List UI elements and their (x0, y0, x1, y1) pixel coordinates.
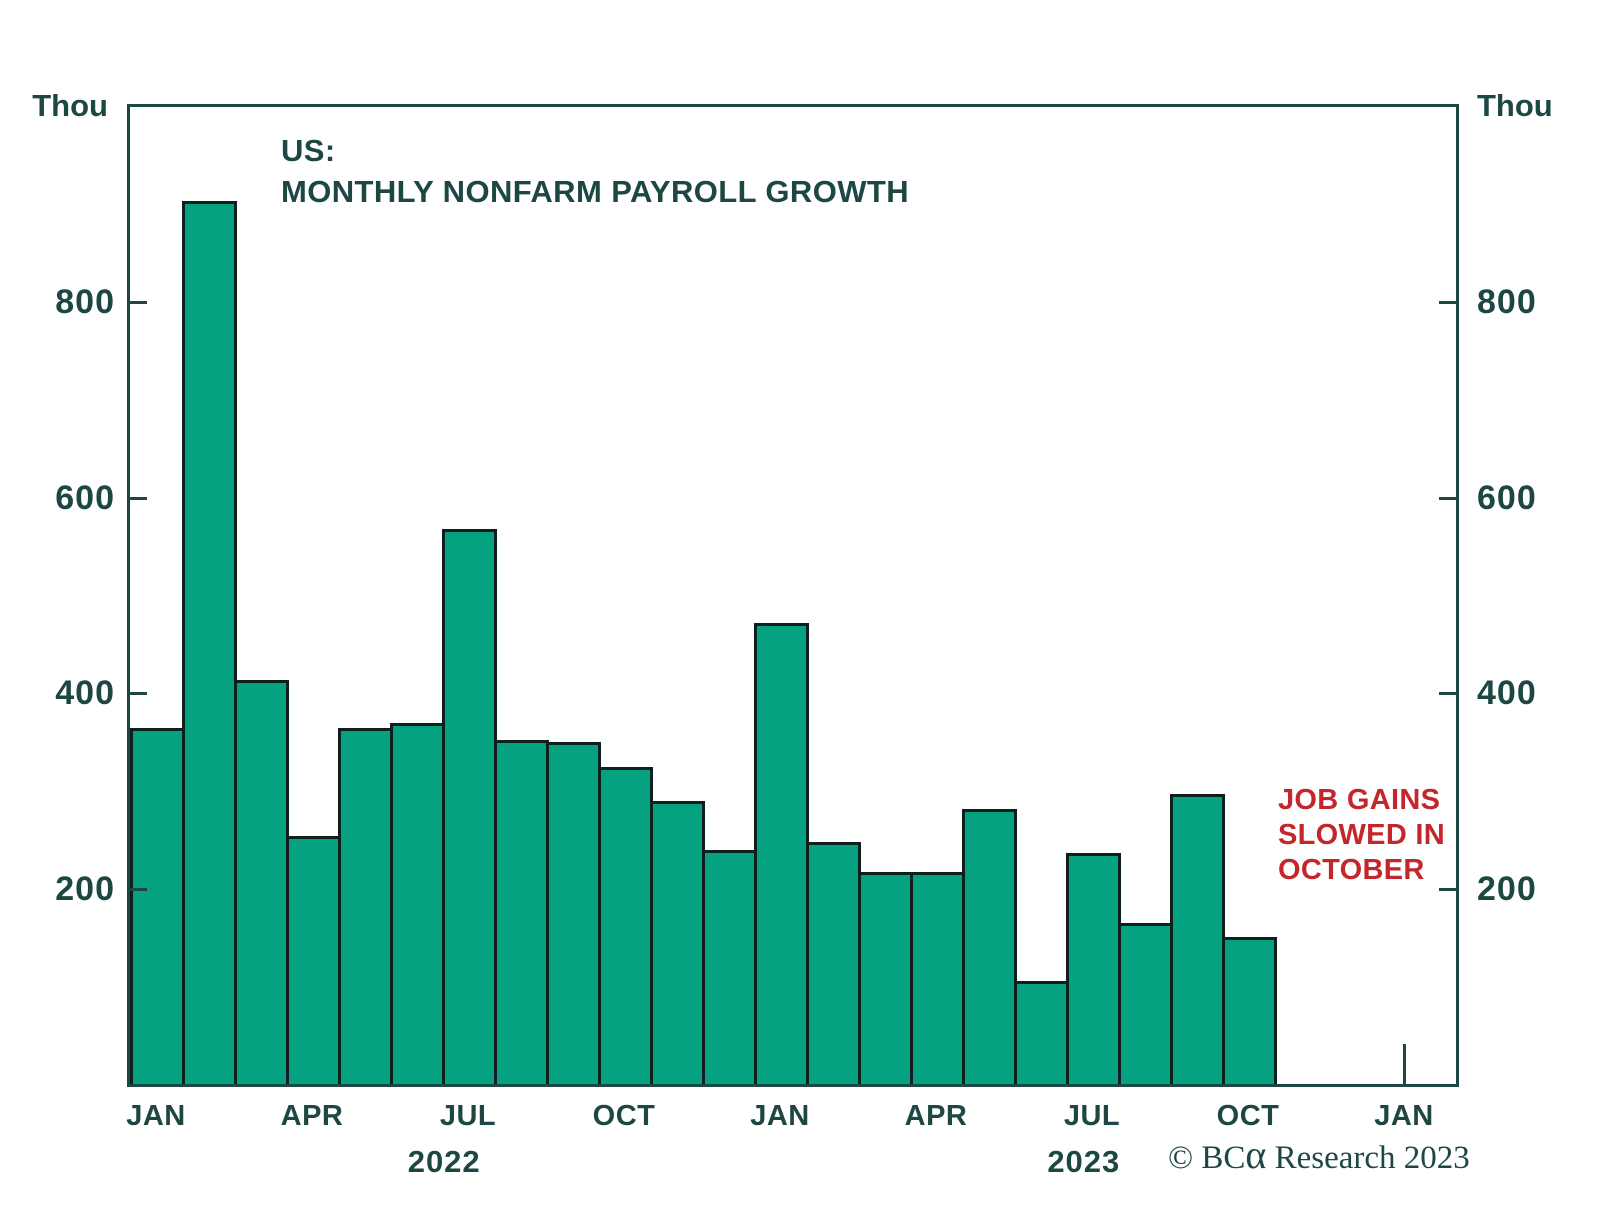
bar-aug-2022 (494, 740, 549, 1084)
bar-oct-2023 (1222, 937, 1277, 1084)
y-tick-label-left: 400 (55, 674, 115, 713)
bar-jun-2022 (390, 723, 445, 1084)
x-tick-label-jan: JAN (750, 1100, 810, 1132)
y-tick-right (1439, 496, 1456, 500)
copyright-year: 2023 (1395, 1140, 1470, 1176)
x-tick-label-oct: OCT (1216, 1100, 1280, 1132)
bar-may-2022 (338, 728, 393, 1084)
bar-jan-2023 (754, 623, 809, 1084)
x-tick-label-apr: APR (280, 1100, 344, 1132)
bar-mar-2023 (858, 872, 913, 1084)
annotation-line2: SLOWED IN (1278, 819, 1446, 851)
x-tick-label-jan: JAN (1374, 1100, 1434, 1132)
y-tick-right (1439, 887, 1456, 891)
x-tick-label-oct: OCT (592, 1100, 656, 1132)
bar-apr-2022 (286, 836, 341, 1084)
bar-may-2023 (962, 809, 1017, 1084)
bar-sep-2022 (546, 742, 601, 1084)
annotation-line3: OCTOBER (1278, 854, 1425, 886)
brand-name: BC (1201, 1140, 1246, 1176)
bar-nov-2022 (650, 801, 705, 1084)
y-tick-right (1439, 692, 1456, 696)
y-tick-label-left: 800 (55, 283, 115, 322)
bar-feb-2022 (182, 201, 237, 1084)
y-tick-label-right: 200 (1477, 869, 1537, 908)
y-tick-left (130, 692, 147, 696)
y-tick-right (1439, 301, 1456, 305)
y-axis-unit-label-left: Thou (32, 88, 108, 123)
y-tick-label-right: 400 (1477, 674, 1537, 713)
bar-mar-2022 (234, 680, 289, 1084)
copyright-symbol: © (1168, 1140, 1202, 1176)
y-tick-label-left: 200 (55, 869, 115, 908)
brand-alpha-glyph: α (1245, 1132, 1267, 1177)
x-tick-label-jan: JAN (126, 1100, 186, 1132)
bar-dec-2022 (702, 850, 757, 1084)
x-tick-mark-jan (1403, 1044, 1406, 1084)
year-label-2023: 2023 (1047, 1144, 1121, 1179)
chart-title-line1: US: (281, 133, 336, 168)
y-tick-label-right: 800 (1477, 283, 1537, 322)
plot-area (127, 104, 1459, 1087)
bar-jul-2023 (1066, 853, 1121, 1084)
x-tick-label-jul: JUL (1063, 1100, 1121, 1132)
y-axis-unit-label-right: Thou (1477, 88, 1553, 123)
y-tick-left (130, 301, 147, 305)
bar-jun-2023 (1014, 981, 1069, 1084)
x-tick-label-jul: JUL (439, 1100, 497, 1132)
copyright-notice: © BCα Research 2023 (1168, 1135, 1470, 1177)
x-tick-label-apr: APR (904, 1100, 968, 1132)
bar-oct-2022 (598, 767, 653, 1084)
y-tick-left (130, 496, 147, 500)
chart-title: US: MONTHLY NONFARM PAYROLL GROWTH (281, 130, 909, 212)
bar-jan-2022 (130, 728, 185, 1084)
year-label-2022: 2022 (407, 1144, 481, 1179)
y-tick-label-right: 600 (1477, 478, 1537, 517)
chart-title-line2: MONTHLY NONFARM PAYROLL GROWTH (281, 174, 910, 209)
brand-rest: Research (1266, 1140, 1396, 1176)
annotation-text: JOB GAINS SLOWED IN OCTOBER (1278, 783, 1445, 888)
y-tick-label-left: 600 (55, 478, 115, 517)
bar-feb-2023 (806, 842, 861, 1084)
bar-sep-2023 (1170, 794, 1225, 1084)
bar-apr-2023 (910, 872, 965, 1084)
bar-aug-2023 (1118, 923, 1173, 1084)
y-tick-left (130, 887, 147, 891)
annotation-line1: JOB GAINS (1278, 784, 1441, 816)
bar-jul-2022 (442, 529, 497, 1084)
